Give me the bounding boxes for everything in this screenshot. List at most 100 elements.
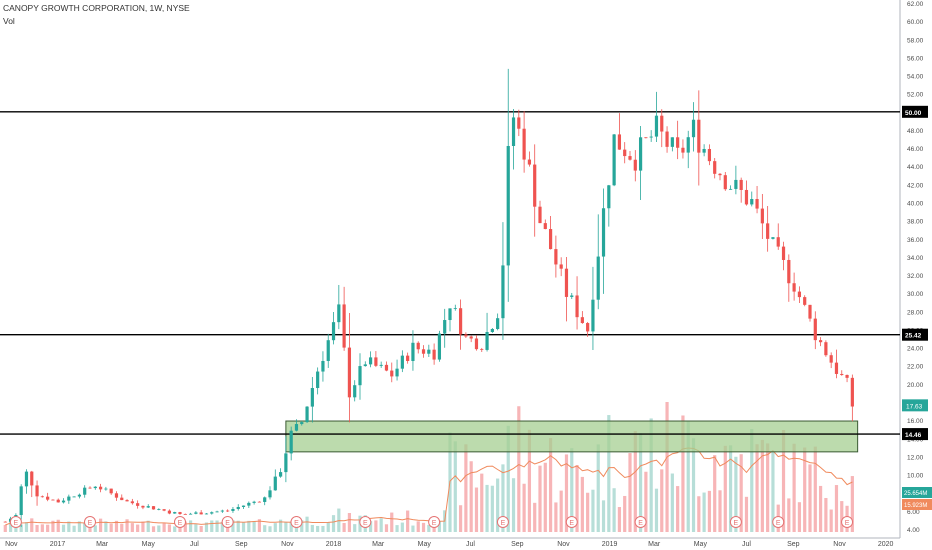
candle-body xyxy=(432,349,436,360)
volume-bar xyxy=(522,483,526,532)
volume-bar xyxy=(93,525,97,532)
candle-body xyxy=(400,355,404,369)
candle-body xyxy=(734,179,738,189)
candle-body xyxy=(686,137,690,153)
volume-bar xyxy=(601,500,606,532)
candle-body xyxy=(51,499,55,501)
x-tick-label: Nov xyxy=(281,541,294,548)
candle-body xyxy=(511,117,516,146)
candle-body xyxy=(411,342,415,362)
x-tick-label: Nov xyxy=(833,541,846,548)
candle-body xyxy=(829,355,833,363)
earnings-marker[interactable] xyxy=(729,516,742,528)
volume-bar xyxy=(146,520,150,532)
x-tick-label: 2017 xyxy=(50,541,66,548)
earnings-marker[interactable] xyxy=(221,516,234,528)
volume-bar xyxy=(263,525,267,532)
volume-bar xyxy=(46,524,50,532)
y-tick-label: 28.00 xyxy=(907,309,924,316)
volume-bar xyxy=(506,425,510,532)
earnings-marker[interactable] xyxy=(9,516,22,528)
volume-bar xyxy=(30,518,34,532)
candle-body xyxy=(596,256,600,300)
candle-body xyxy=(146,506,150,508)
y-tick-label: 4.00 xyxy=(907,527,920,534)
volume-bar xyxy=(660,469,664,532)
candle-body xyxy=(231,508,235,511)
candle-body xyxy=(644,137,648,139)
candle-body xyxy=(56,499,60,503)
earnings-marker[interactable] xyxy=(84,516,96,528)
volume-bar xyxy=(548,438,553,532)
candles xyxy=(3,68,854,528)
volume-bar xyxy=(485,484,489,532)
candle-body xyxy=(506,145,510,266)
candle-body xyxy=(453,308,457,310)
candle-body xyxy=(347,347,352,398)
candle-body xyxy=(591,299,595,332)
volume-bar xyxy=(527,429,532,532)
y-tick-label: 54.00 xyxy=(907,74,924,81)
candle-body xyxy=(480,349,484,350)
volume-bar xyxy=(77,521,82,532)
earnings-marker[interactable] xyxy=(174,516,186,528)
earnings-marker[interactable] xyxy=(841,516,854,528)
candle-body xyxy=(173,512,177,514)
y-tick-label: 24.00 xyxy=(907,346,924,353)
earnings-marker[interactable] xyxy=(772,516,785,528)
candle-body xyxy=(40,496,44,498)
volume-bar xyxy=(416,521,420,532)
candle-body xyxy=(654,115,659,137)
candle-body xyxy=(797,291,802,298)
candle-body xyxy=(194,512,198,514)
volume-bar xyxy=(342,522,346,532)
candle-body xyxy=(771,237,775,239)
volume-bar xyxy=(104,521,108,532)
support-zone[interactable] xyxy=(285,420,859,453)
candle-body xyxy=(188,513,193,515)
level-price-badge-label: 14.46 xyxy=(905,432,922,439)
volume-bar xyxy=(289,521,293,532)
earnings-marker[interactable] xyxy=(359,516,372,528)
x-tick-label: Mar xyxy=(372,541,385,548)
volume-bar xyxy=(72,525,76,532)
candle-body xyxy=(485,332,489,350)
x-tick-label: Jul xyxy=(742,541,751,548)
earnings-marker[interactable] xyxy=(290,516,303,528)
candle-body xyxy=(363,364,367,367)
candle-body xyxy=(72,496,76,498)
candle-body xyxy=(321,360,325,372)
earnings-marker[interactable] xyxy=(565,516,578,528)
volume-bar xyxy=(3,524,7,532)
volume-bar xyxy=(215,520,219,532)
candle-body xyxy=(803,297,807,305)
volume-bar xyxy=(691,438,696,532)
earnings-marker[interactable] xyxy=(634,516,647,528)
volume-bar xyxy=(633,431,637,532)
y-tick-label: 60.00 xyxy=(907,19,924,26)
candle-body xyxy=(681,147,685,153)
candle-body xyxy=(527,159,532,165)
volume-bar xyxy=(766,443,770,532)
level-price-badge-label: 50.00 xyxy=(905,110,922,117)
volume-bar xyxy=(818,485,823,532)
volume-bar xyxy=(464,444,468,532)
volume-bar xyxy=(458,505,463,532)
volume-bar xyxy=(607,415,611,532)
candle-body xyxy=(559,264,563,269)
candle-body xyxy=(707,148,712,162)
volume-bar xyxy=(268,526,272,532)
earnings-marker[interactable] xyxy=(428,516,441,528)
volume-bar xyxy=(294,524,299,532)
candle-body xyxy=(24,471,29,487)
earnings-marker[interactable] xyxy=(496,516,509,528)
candle-body xyxy=(273,476,277,491)
price-axis-panel[interactable] xyxy=(900,0,932,550)
candle-body xyxy=(660,115,664,132)
candle-body xyxy=(702,148,706,153)
volume-bar xyxy=(824,497,828,532)
candle-body xyxy=(390,370,394,377)
y-tick-label: 44.00 xyxy=(907,164,924,171)
volume-ma-badge-label: 15.923M xyxy=(904,503,927,509)
